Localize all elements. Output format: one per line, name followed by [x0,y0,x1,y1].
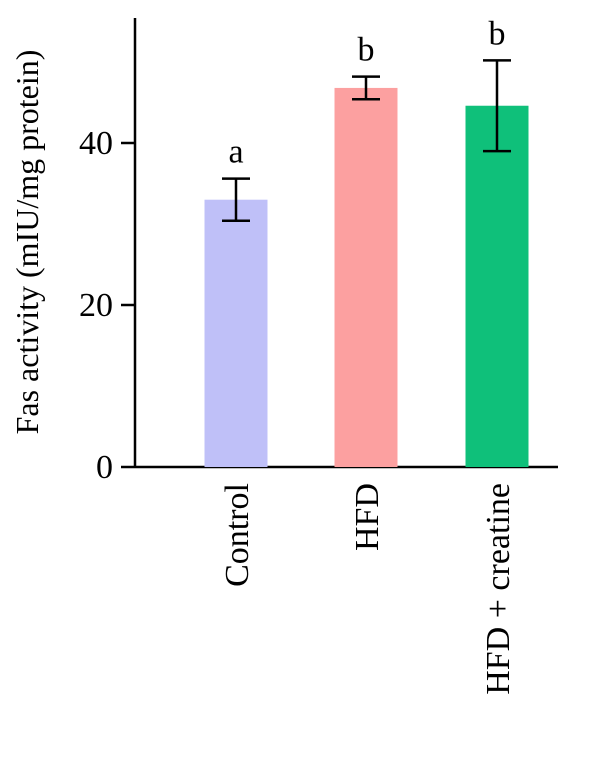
category-labels: Control HFD HFD + creatine [219,483,517,695]
error-bars [222,59,511,223]
category-label: HFD [349,483,386,551]
y-tick-label: 0 [96,449,113,486]
category-label: HFD + creatine [480,483,517,695]
bar [465,105,529,468]
y-axis-title: Fas activity (mIU/mg protein) [9,50,45,435]
bar [334,87,398,468]
category-label: Control [219,483,256,587]
bar [204,199,268,467]
significance-labels: a b b [228,15,505,170]
y-tick-label: 20 [79,287,113,324]
significance-label: a [228,134,243,171]
bars [204,87,529,468]
significance-label: b [358,32,375,69]
significance-label: b [489,15,506,52]
y-ticks: 0 20 40 [79,125,135,486]
y-tick-label: 40 [79,125,113,162]
